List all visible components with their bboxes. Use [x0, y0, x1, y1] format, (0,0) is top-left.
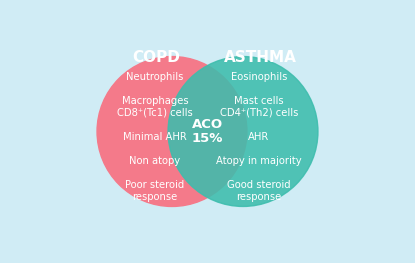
- Text: ACO
15%: ACO 15%: [192, 118, 223, 145]
- Text: Eosinophils

Mast cells
CD4⁺(Th2) cells

AHR

Atopy in majority

Good steroid
re: Eosinophils Mast cells CD4⁺(Th2) cells A…: [216, 72, 302, 202]
- Text: Neutrophils

Macrophages
CD8⁺(Tc1) cells

Minimal AHR

Non atopy

Poor steroid
r: Neutrophils Macrophages CD8⁺(Tc1) cells …: [117, 72, 193, 202]
- Circle shape: [168, 57, 318, 206]
- Text: COPD: COPD: [132, 50, 180, 65]
- Circle shape: [97, 57, 247, 206]
- Text: ASTHMA: ASTHMA: [224, 50, 297, 65]
